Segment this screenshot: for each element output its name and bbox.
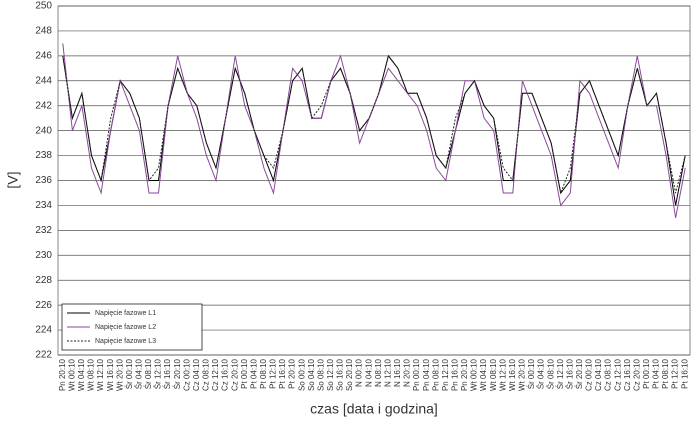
x-tick-label: Cz 04:10	[594, 358, 603, 391]
x-tick-label: Cz 04:10	[192, 358, 201, 391]
x-tick-label: Śr 20:10	[575, 358, 584, 389]
x-tick-label: Śr 04:10	[537, 358, 546, 389]
x-tick-label: Wt 08:10	[489, 358, 498, 391]
x-tick-label: So 16:10	[336, 358, 345, 391]
x-tick-label: Cz 20:10	[230, 358, 239, 391]
x-tick-label: Cz 00:10	[585, 358, 594, 391]
x-tick-label: N 00:10	[355, 358, 364, 387]
y-tick-label: 242	[35, 100, 52, 111]
x-tick-label: Cz 12:10	[211, 358, 220, 391]
x-tick-label: N 04:10	[364, 358, 373, 387]
y-tick-label: 250	[35, 1, 52, 12]
y-tick-label: 248	[35, 26, 52, 37]
y-tick-label: 232	[35, 225, 52, 236]
y-tick-label: 244	[35, 75, 52, 86]
y-tick-label: 224	[35, 325, 52, 336]
x-tick-label: So 20:10	[345, 358, 354, 391]
y-tick-label: 240	[35, 125, 52, 136]
x-tick-label: Pt 00:10	[642, 358, 651, 388]
y-axis-title: [V]	[5, 171, 21, 188]
x-tick-label: Pn 08:10	[431, 358, 440, 391]
x-tick-label: Pn 04:10	[422, 358, 431, 391]
y-tick-label: 234	[35, 200, 52, 211]
x-tick-label: Śr 00:10	[527, 358, 536, 389]
x-tick-label: Cz 00:10	[182, 358, 191, 391]
legend-label: Napięcie fazowe L2	[95, 324, 156, 331]
x-tick-label: Śr 12:10	[556, 358, 565, 389]
x-tick-label: Cz 16:10	[221, 358, 230, 391]
x-tick-label: Wt 04:10	[77, 358, 86, 391]
x-tick-label: Śr 16:10	[565, 358, 574, 389]
series-line	[62, 43, 686, 218]
x-tick-label: N 16:10	[393, 358, 402, 387]
x-tick-label: Pn 20:10	[460, 358, 469, 391]
x-tick-label: Pn 16:10	[451, 358, 460, 391]
x-tick-label: Śr 12:10	[154, 358, 163, 389]
y-tick-label: 222	[35, 350, 52, 361]
x-tick-label: Pn 00:10	[412, 358, 421, 391]
x-tick-label: Cz 08:10	[202, 358, 211, 391]
y-tick-label: 246	[35, 50, 52, 61]
x-tick-label: Śr 00:10	[125, 358, 134, 389]
x-tick-label: Śr 08:10	[546, 358, 555, 389]
legend-label: Napięcie fazowe L1	[95, 310, 156, 317]
x-tick-label: Pt 16:10	[680, 358, 689, 388]
x-tick-label: Wt 12:10	[498, 358, 507, 391]
x-tick-label: So 12:10	[326, 358, 335, 391]
x-tick-label: Pt 20:10	[288, 358, 297, 388]
x-tick-label: Wt 20:10	[518, 358, 527, 391]
x-tick-label: Wt 08:10	[87, 358, 96, 391]
x-tick-label: Pt 08:10	[259, 358, 268, 388]
x-tick-label: So 08:10	[316, 358, 325, 391]
x-tick-label: N 12:10	[383, 358, 392, 387]
x-tick-label: Pt 12:10	[269, 358, 278, 388]
x-tick-label: Pt 00:10	[240, 358, 249, 388]
x-tick-label: Pt 08:10	[661, 358, 670, 388]
x-tick-label: Śr 16:10	[163, 358, 172, 389]
x-tick-label: So 04:10	[307, 358, 316, 391]
x-tick-label: Pt 04:10	[652, 358, 661, 388]
legend: Napięcie fazowe L1 Napięcie fazowe L2 Napi…	[61, 303, 203, 351]
x-tick-label: Cz 20:10	[632, 358, 641, 391]
x-tick-label: Wt 00:10	[470, 358, 479, 391]
x-tick-label: Wt 20:10	[115, 358, 124, 391]
x-tick-label: Śr 04:10	[135, 358, 144, 389]
x-tick-label: Cz 08:10	[604, 358, 613, 391]
x-tick-label: Śr 20:10	[173, 358, 182, 389]
y-tick-label: 230	[35, 250, 52, 261]
x-tick-label: Wt 12:10	[96, 358, 105, 391]
y-tick-label: 226	[35, 300, 52, 311]
y-tick-label: 228	[35, 275, 52, 286]
x-tick-label: Pn 12:10	[441, 358, 450, 391]
legend-label: Napięcie fazowe L3	[95, 338, 156, 345]
x-tick-label: Śr 08:10	[144, 358, 153, 389]
x-axis-title: czas [data i godzina]	[310, 401, 438, 417]
x-tick-label: Wt 00:10	[67, 358, 76, 391]
x-tick-label: Wt 04:10	[479, 358, 488, 391]
x-tick-label: Pt 12:10	[671, 358, 680, 388]
x-tick-label: Wt 16:10	[508, 358, 517, 391]
x-tick-label: So 00:10	[297, 358, 306, 391]
x-tick-label: Pt 16:10	[278, 358, 287, 388]
x-tick-label: N 20:10	[403, 358, 412, 387]
x-tick-label: Pn 20:10	[58, 358, 67, 391]
y-tick-label: 236	[35, 175, 52, 186]
x-tick-label: N 08:10	[374, 358, 383, 387]
x-tick-label: Cz 16:10	[623, 358, 632, 391]
x-tick-label: Wt 16:10	[106, 358, 115, 391]
x-tick-label: Cz 12:10	[613, 358, 622, 391]
y-tick-label: 238	[35, 150, 52, 161]
x-tick-label: Pt 04:10	[249, 358, 258, 388]
